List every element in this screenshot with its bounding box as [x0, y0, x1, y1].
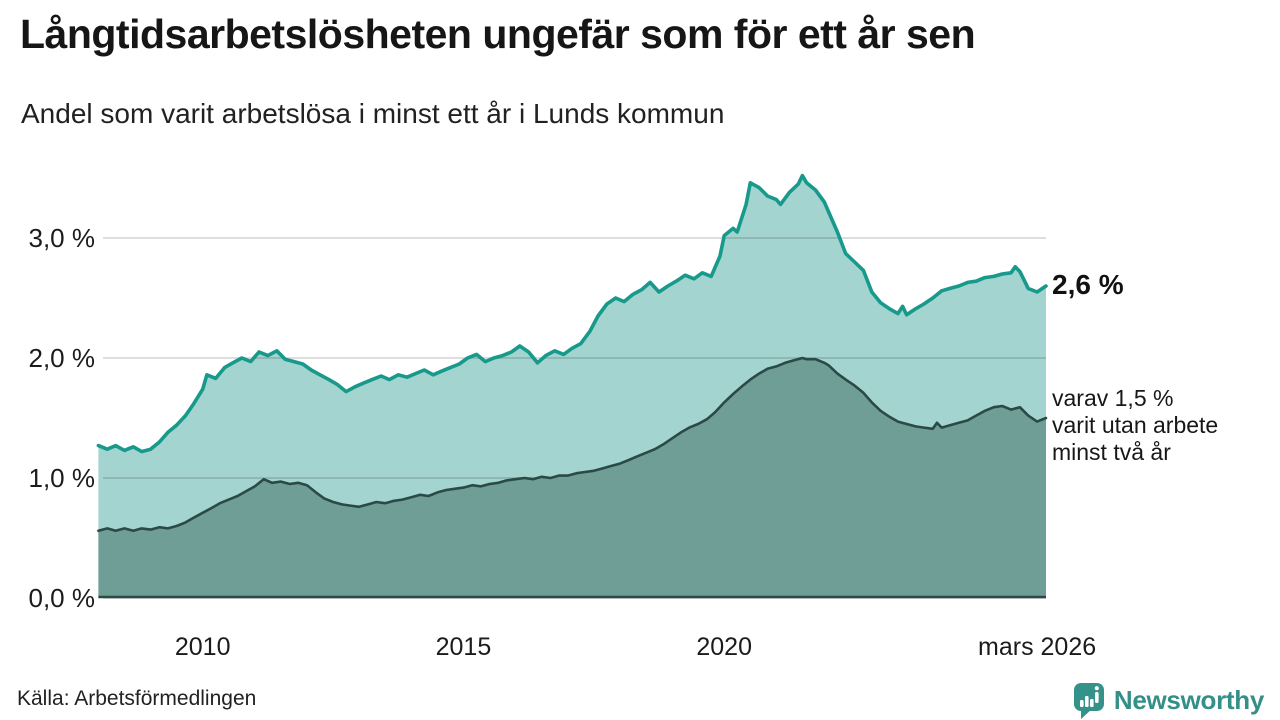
source-note: Källa: Arbetsförmedlingen: [17, 687, 257, 710]
annotation-line-2: varit utan arbete: [1052, 412, 1219, 438]
x-tick-label: 2020: [696, 633, 752, 661]
y-tick-label: 0,0 %: [28, 583, 96, 613]
x-tick-label: 2010: [174, 633, 231, 661]
line-one-year: [96, 173, 1048, 454]
series-two-annotation: varav 1,5 % varit utan arbete minst två …: [1052, 385, 1218, 466]
brand-name: Newsworthy: [1113, 684, 1264, 715]
y-tick-label: 3,0 %: [28, 223, 96, 253]
page-subtitle: Andel som varit arbetslösa i minst ett å…: [21, 98, 725, 129]
x-tick-label: mars 2026: [978, 633, 1097, 661]
annotation-line-1: varav 1,5 %: [1052, 385, 1174, 411]
brand-logo: Newsworthy: [1071, 681, 1264, 719]
line-two-year: [97, 356, 1048, 533]
area-two-year: [98, 358, 1046, 598]
page-title: Långtidsarbetslösheten ungefär som för e…: [20, 11, 976, 57]
y-tick-label: 1,0 %: [28, 463, 96, 493]
end-value-label: 2,6 %: [1052, 269, 1124, 300]
x-tick-label: 2015: [435, 633, 492, 661]
annotation-line-3: minst två år: [1052, 439, 1171, 465]
newsworthy-bar-chart-icon: [1073, 683, 1104, 719]
y-tick-label: 2,0 %: [28, 343, 96, 373]
